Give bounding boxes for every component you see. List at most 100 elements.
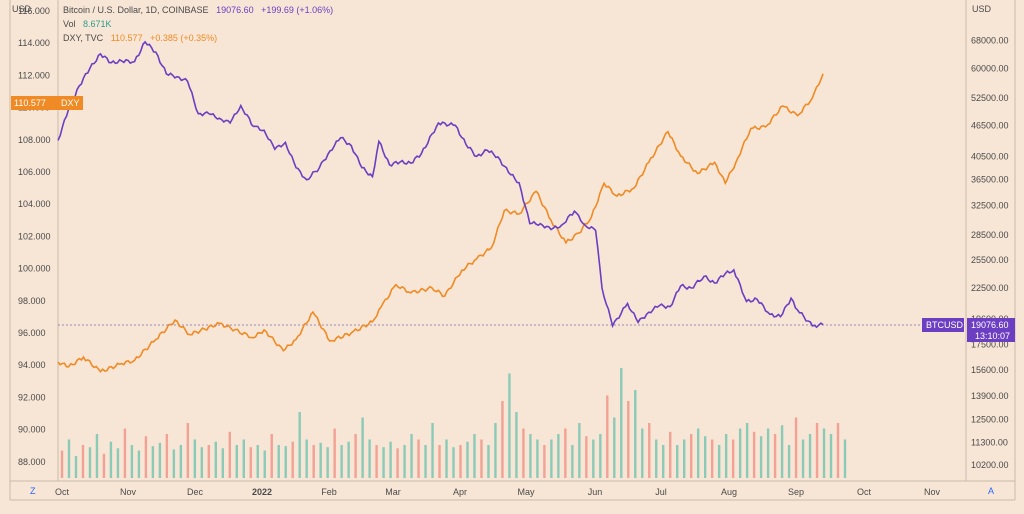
volume-bar — [711, 440, 713, 479]
volume-bar — [82, 445, 84, 478]
btc-badge-countdown: 13:10:07 — [975, 331, 1010, 341]
right-tick-label: 40500.00 — [971, 151, 1009, 161]
volume-bar — [445, 440, 447, 479]
time-tick-label: Feb — [321, 487, 337, 497]
volume-bar — [459, 445, 461, 478]
volume-bar — [571, 445, 573, 478]
volume-bar — [627, 401, 629, 478]
volume-bar — [319, 443, 321, 478]
left-tick-label: 108.000 — [18, 135, 51, 145]
volume-bar — [96, 434, 98, 478]
left-tick-label: 104.000 — [18, 199, 51, 209]
volume-bar — [697, 429, 699, 479]
right-tick-label: 28500.00 — [971, 230, 1009, 240]
right-tick-label: 13900.00 — [971, 391, 1009, 401]
volume-bar — [333, 429, 335, 479]
time-tick-label: Dec — [187, 487, 204, 497]
volume-bar — [194, 440, 196, 479]
volume-bar — [152, 446, 154, 478]
volume-bar — [173, 449, 175, 478]
volume-bar — [760, 436, 762, 478]
volume-bar — [389, 442, 391, 478]
volume-bar — [739, 429, 741, 479]
left-tick-label: 114.000 — [18, 38, 50, 48]
volume-bar — [368, 440, 370, 479]
volume-bar — [564, 429, 566, 479]
btc-badge-price: 19076.60 — [971, 320, 1009, 330]
volume-bar — [347, 442, 349, 478]
volume-bar — [75, 456, 77, 478]
volume-bar — [718, 445, 720, 478]
volume-bar — [557, 434, 559, 478]
left-tick-label: 98.000 — [18, 296, 46, 306]
left-tick-label: 96.000 — [18, 328, 46, 338]
auto-scale-right-button[interactable]: A — [988, 486, 994, 496]
volume-bar — [312, 445, 314, 478]
volume-bar — [487, 445, 489, 478]
right-tick-label: 32500.00 — [971, 201, 1009, 211]
volume-bar — [781, 425, 783, 478]
volume-bar — [298, 412, 300, 478]
time-tick-label: Apr — [453, 487, 467, 497]
volume-bar — [305, 440, 307, 479]
dxy-badge-value: 110.577 — [14, 98, 46, 108]
volume-bar — [110, 442, 112, 478]
time-tick-label: Nov — [120, 487, 137, 497]
volume-bar — [550, 440, 552, 479]
right-tick-label: 22500.00 — [971, 283, 1009, 293]
volume-bar — [424, 445, 426, 478]
auto-scale-left-button[interactable]: Z — [30, 486, 36, 496]
volume-bar — [236, 445, 238, 478]
volume-bar — [375, 445, 377, 478]
volume-bar — [117, 448, 119, 478]
volume-bar — [438, 445, 440, 478]
volume-bar — [732, 440, 734, 479]
left-tick-label: 92.000 — [18, 392, 46, 402]
volume-bar — [89, 447, 91, 478]
volume-bar — [529, 434, 531, 478]
time-tick-label: Aug — [721, 487, 737, 497]
volume-bar — [166, 434, 168, 478]
left-tick-label: 106.000 — [18, 167, 51, 177]
time-tick-label: Jun — [588, 487, 603, 497]
volume-bar — [606, 396, 608, 479]
volume-bar — [669, 432, 671, 478]
btc-badge-symbol: BTCUSD — [926, 320, 964, 330]
volume-bar — [403, 445, 405, 478]
right-tick-label: 15600.00 — [971, 365, 1009, 375]
volume-bar — [361, 418, 363, 479]
volume-bar — [508, 374, 510, 479]
volume-bar — [250, 447, 252, 478]
volume-bar — [187, 423, 189, 478]
volume-bar — [410, 434, 412, 478]
time-tick-label: Nov — [924, 487, 941, 497]
volume-bar — [634, 390, 636, 478]
time-tick-label: May — [517, 487, 535, 497]
volume-bar — [264, 451, 266, 479]
right-tick-label: 12500.00 — [971, 415, 1009, 425]
volume-bar — [466, 442, 468, 478]
volume-bar — [683, 440, 685, 479]
volume-bar — [648, 423, 650, 478]
volume-bar — [746, 423, 748, 478]
left-tick-label: 112.000 — [18, 70, 50, 80]
legend-dxy-value: 110.577 — [111, 33, 143, 43]
volume-bar — [124, 429, 126, 479]
time-tick-label: Jul — [655, 487, 667, 497]
volume-bar — [543, 445, 545, 478]
legend-btc-value: 19076.60 — [216, 5, 254, 15]
volume-bar — [326, 447, 328, 478]
volume-bar — [578, 423, 580, 478]
time-tick-label: 2022 — [252, 487, 272, 497]
volume-bar — [285, 446, 287, 478]
dxy-badge-symbol: DXY — [61, 98, 80, 108]
volume-bar — [725, 434, 727, 478]
volume-bar — [208, 445, 210, 478]
volume-bar — [138, 451, 140, 479]
legend-vol-value: 8.671K — [83, 19, 112, 29]
volume-bar — [837, 423, 839, 478]
volume-bar — [431, 423, 433, 478]
legend-btc-name: Bitcoin / U.S. Dollar, 1D, COINBASE — [63, 5, 209, 15]
